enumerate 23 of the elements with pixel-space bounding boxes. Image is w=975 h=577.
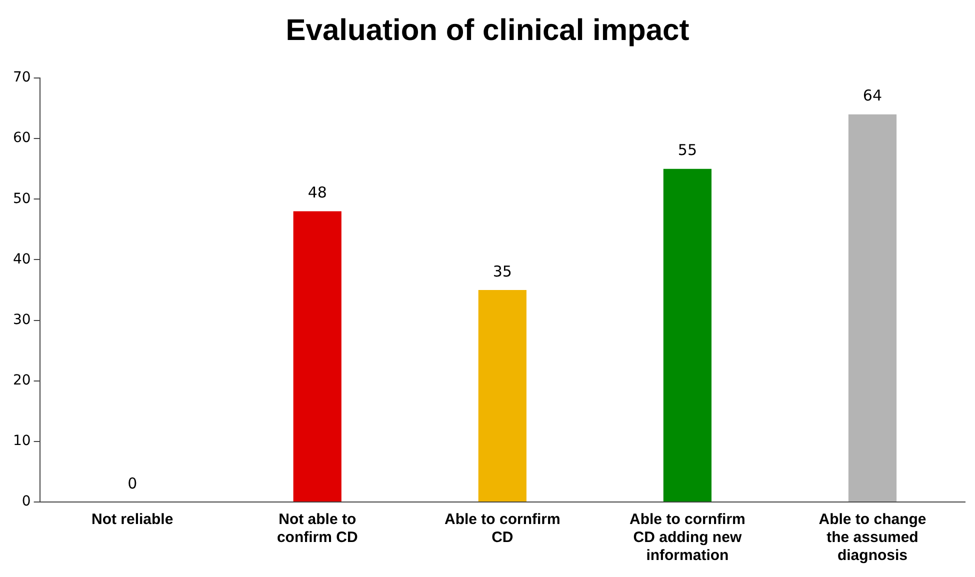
bar xyxy=(478,290,526,502)
x-tick-label: Able to change the assumed diagnosis xyxy=(818,511,926,564)
x-tick-label: Not reliable xyxy=(91,511,174,528)
bar xyxy=(848,114,897,502)
chart-title: Evaluation of clinical impact xyxy=(284,14,690,49)
y-tick-label: 30 xyxy=(12,312,31,328)
y-tick-label: 0 xyxy=(22,494,31,510)
x-tick-label: Able to cornfirm CD adding new information xyxy=(630,511,746,564)
y-tick-label: 70 xyxy=(12,70,31,86)
y-tick-label: 20 xyxy=(12,372,31,388)
y-tick-label: 50 xyxy=(12,190,31,207)
data-label: 64 xyxy=(862,86,882,105)
data-label: 55 xyxy=(678,141,697,160)
y-tick-label: 40 xyxy=(12,251,31,268)
x-tick-label: Able to cornfirm CD xyxy=(444,511,560,546)
x-tick-label: Not able to confirm CD xyxy=(276,511,358,546)
data-label: 0 xyxy=(128,474,138,492)
data-label: 35 xyxy=(492,262,512,280)
y-tick-label: 60 xyxy=(12,130,31,146)
data-label: 48 xyxy=(308,184,327,202)
y-tick-label: 10 xyxy=(12,433,31,450)
bar xyxy=(293,211,342,502)
bar xyxy=(663,168,712,502)
